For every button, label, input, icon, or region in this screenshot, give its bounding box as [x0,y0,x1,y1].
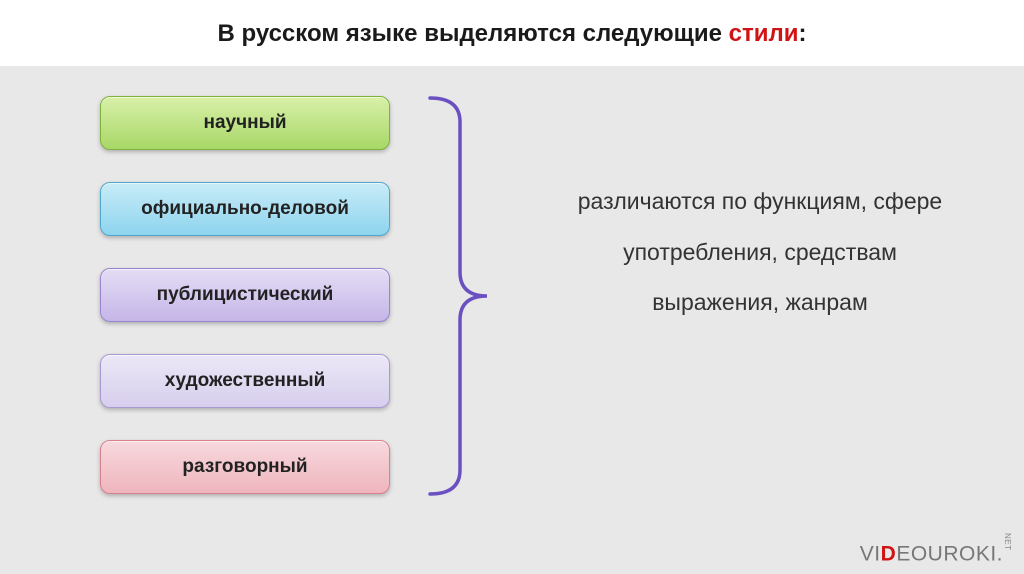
page-title: В русском языке выделяются следующие сти… [0,20,1024,48]
style-box-1: официально-деловой [100,182,390,236]
style-label: художественный [165,370,326,392]
style-label: разговорный [182,456,307,478]
watermark-net: NET [1003,533,1012,551]
content-area: научный официально-деловой публицистичес… [0,66,1024,570]
header-band: В русском языке выделяются следующие сти… [0,0,1024,66]
watermark: VIDEOUROKI.NET [860,535,1012,567]
brace-path [430,98,487,494]
style-label: официально-деловой [141,198,349,220]
watermark-rest: EOUROKI. [896,542,1003,565]
style-label: публицистический [157,284,334,306]
styles-column: научный официально-деловой публицистичес… [100,96,390,494]
style-box-2: публицистический [100,268,390,322]
description-text: различаются по функциям, сфере употребле… [560,176,960,328]
style-label: научный [203,112,286,134]
curly-brace [420,86,500,526]
watermark-pre: VI [860,542,881,565]
style-box-3: художественный [100,354,390,408]
title-suffix: : [799,20,807,47]
title-accent: стили [729,20,799,47]
watermark-d: D [881,542,897,565]
style-box-0: научный [100,96,390,150]
title-prefix: В русском языке выделяются следующие [217,20,728,47]
style-box-4: разговорный [100,440,390,494]
